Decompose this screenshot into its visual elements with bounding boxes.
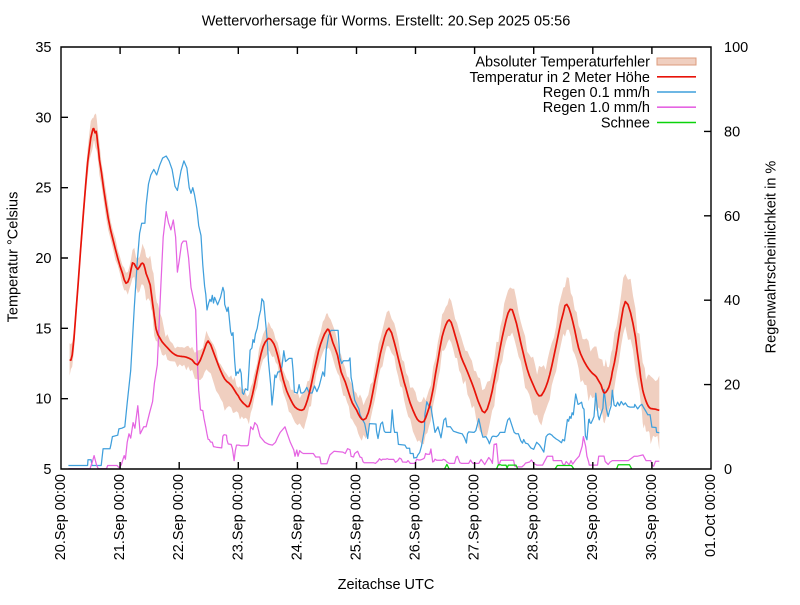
svg-text:20: 20 xyxy=(35,251,51,267)
svg-text:Absoluter Temperaturfehler: Absoluter Temperaturfehler xyxy=(475,55,650,71)
svg-text:40: 40 xyxy=(724,293,740,309)
svg-text:100: 100 xyxy=(724,40,748,56)
svg-text:80: 80 xyxy=(724,124,740,140)
svg-text:15: 15 xyxy=(35,321,51,337)
svg-text:0: 0 xyxy=(724,462,732,478)
svg-text:Regen 0.1 mm/h: Regen 0.1 mm/h xyxy=(543,85,650,101)
svg-text:30: 30 xyxy=(35,110,51,126)
svg-text:29.Sep 00:00: 29.Sep 00:00 xyxy=(585,474,601,560)
svg-text:Temperatur °Celsius: Temperatur °Celsius xyxy=(6,192,22,323)
svg-text:23.Sep 00:00: 23.Sep 00:00 xyxy=(230,474,246,560)
svg-text:10: 10 xyxy=(35,392,51,408)
svg-text:5: 5 xyxy=(43,462,51,478)
svg-text:Regenwahrscheinlichkeit in %: Regenwahrscheinlichkeit in % xyxy=(764,161,780,354)
svg-text:25: 25 xyxy=(35,181,51,197)
svg-text:22.Sep 00:00: 22.Sep 00:00 xyxy=(171,474,187,560)
svg-text:Schnee: Schnee xyxy=(601,116,650,132)
svg-text:24.Sep 00:00: 24.Sep 00:00 xyxy=(289,474,305,560)
svg-text:35: 35 xyxy=(35,40,51,56)
svg-text:26.Sep 00:00: 26.Sep 00:00 xyxy=(408,474,424,560)
svg-text:01.Oct 00:00: 01.Oct 00:00 xyxy=(703,474,719,557)
svg-text:Wettervorhersage für Worms. Er: Wettervorhersage für Worms. Erstellt: 20… xyxy=(202,14,571,30)
svg-text:60: 60 xyxy=(724,209,740,225)
svg-text:Temperatur in 2 Meter Höhe: Temperatur in 2 Meter Höhe xyxy=(469,70,650,86)
svg-text:20: 20 xyxy=(724,378,740,394)
svg-text:28.Sep 00:00: 28.Sep 00:00 xyxy=(526,474,542,560)
svg-text:Regen 1.0 mm/h: Regen 1.0 mm/h xyxy=(543,100,650,116)
svg-text:Zeitachse UTC: Zeitachse UTC xyxy=(338,577,435,593)
svg-text:27.Sep 00:00: 27.Sep 00:00 xyxy=(467,474,483,560)
svg-text:30.Sep 00:00: 30.Sep 00:00 xyxy=(644,474,660,560)
svg-text:21.Sep 00:00: 21.Sep 00:00 xyxy=(112,474,128,560)
svg-text:25.Sep 00:00: 25.Sep 00:00 xyxy=(349,474,365,560)
svg-text:20.Sep 00:00: 20.Sep 00:00 xyxy=(53,474,69,560)
